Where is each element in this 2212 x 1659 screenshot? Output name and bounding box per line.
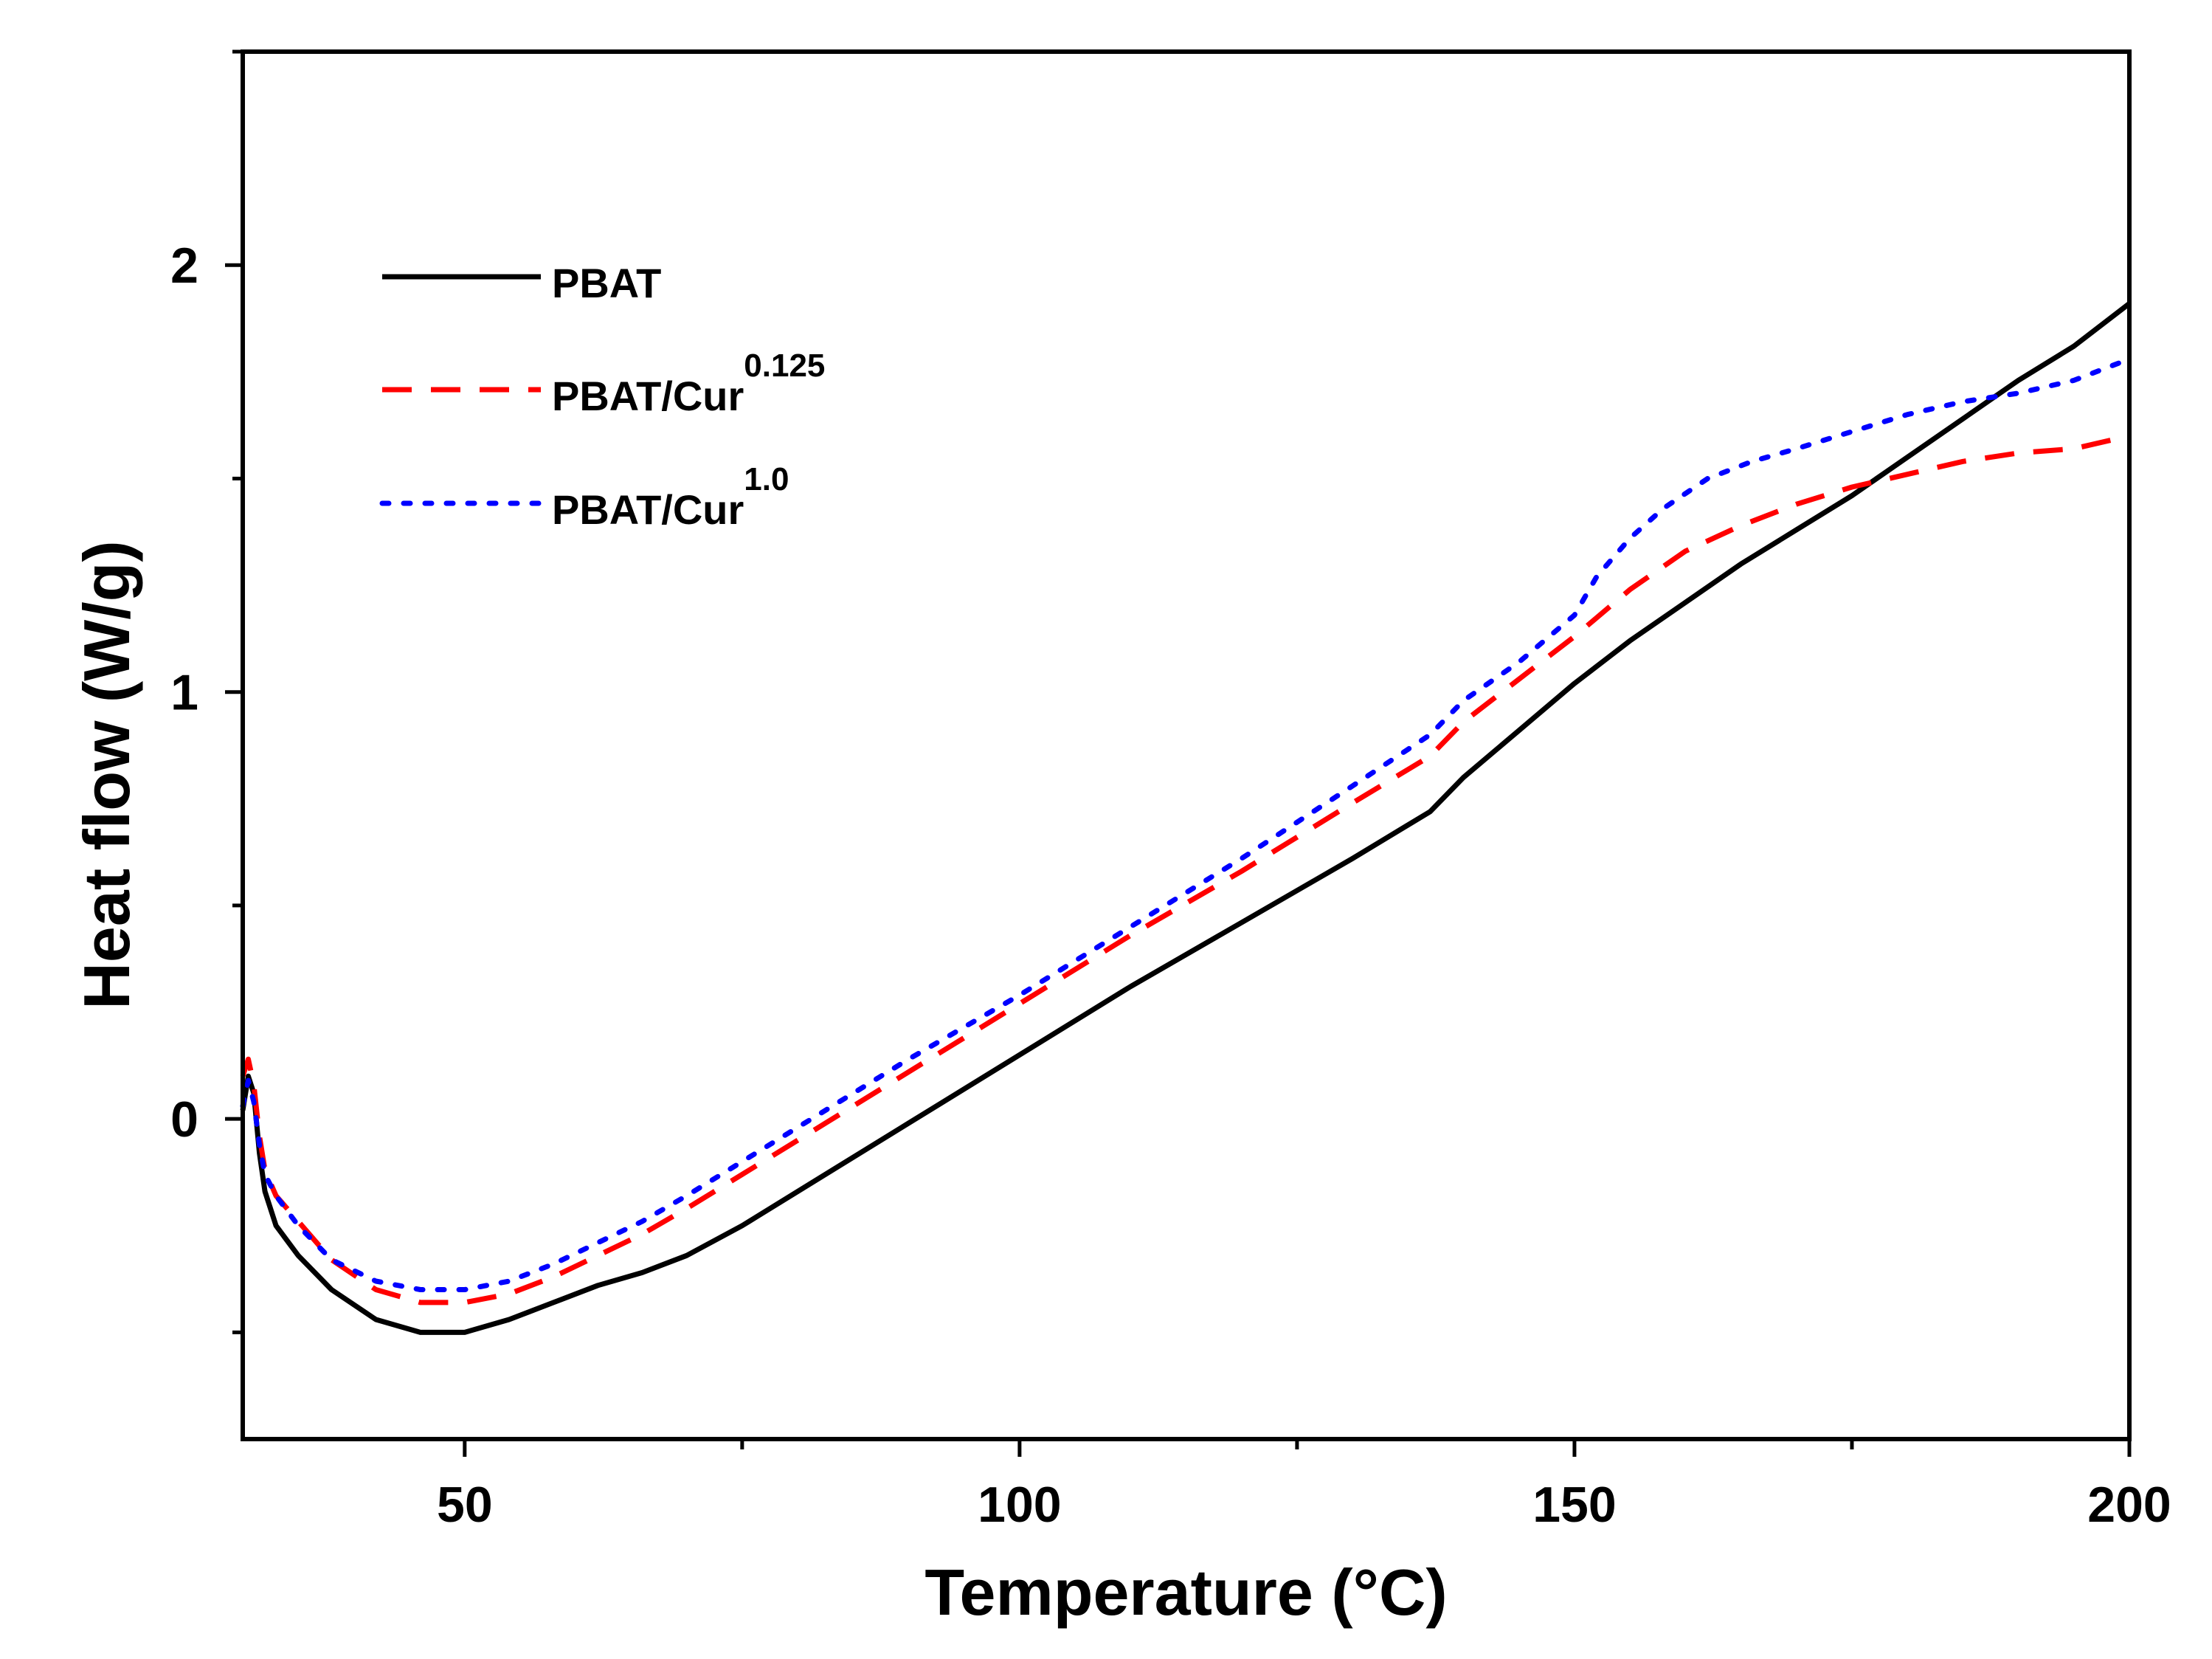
series-line-3 — [240, 356, 2132, 1292]
x-tick-label: 150 — [1532, 1477, 1616, 1533]
x-tick-label: 200 — [2087, 1477, 2171, 1533]
x-axis-title: Temperature (°C) — [924, 1556, 1447, 1629]
plot-frame — [241, 49, 2132, 1441]
legend-label-3: PBAT/Cur1.0 — [552, 461, 789, 533]
legend-superscript-2: 0.125 — [744, 348, 825, 384]
plot-border — [241, 49, 2132, 1441]
y-tick-label: 0 — [170, 1091, 198, 1148]
legend-label-2: PBAT/Cur0.125 — [552, 348, 825, 419]
x-tick-label: 50 — [437, 1477, 493, 1533]
axis-ticks: 50 100 150 200 0 1 2 — [170, 49, 2171, 1533]
legend-label-1: PBAT — [552, 260, 661, 306]
series-layer — [240, 301, 2132, 1335]
x-tick-label: 100 — [978, 1477, 1061, 1533]
y-tick-label: 2 — [170, 238, 198, 294]
legend: PBAT PBAT/Cur0.125 PBAT/Cur1.0 — [379, 260, 825, 533]
y-tick-label: 1 — [170, 665, 198, 721]
y-axis-title: Heat flow (W/g) — [70, 540, 143, 1009]
legend-superscript-3: 1.0 — [744, 461, 789, 497]
series-line-2 — [240, 433, 2130, 1306]
series-line-1 — [240, 301, 2132, 1335]
